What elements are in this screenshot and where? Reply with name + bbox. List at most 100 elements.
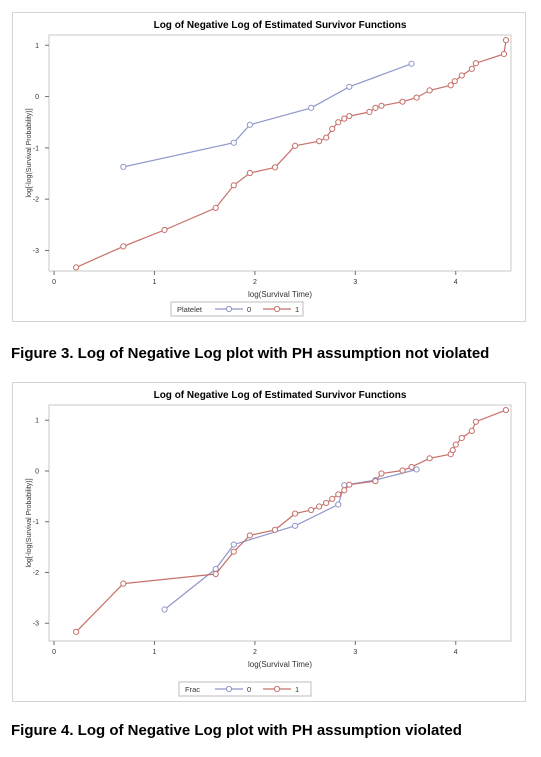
data-point	[366, 108, 373, 116]
data-point	[246, 121, 253, 128]
figure4-caption: Figure 4. Log of Negative Log plot with …	[11, 722, 462, 739]
data-point	[212, 204, 219, 211]
series-line-0	[123, 63, 412, 168]
data-point	[472, 418, 479, 425]
data-point	[212, 565, 219, 573]
y-tick-label: -3	[33, 621, 39, 628]
data-point	[120, 580, 127, 587]
data-point	[413, 466, 420, 473]
legend-marker-0	[225, 305, 233, 313]
data-point	[271, 526, 279, 533]
plot-frame	[48, 34, 512, 272]
data-point	[291, 510, 299, 517]
data-point	[472, 60, 479, 67]
data-point	[246, 169, 253, 177]
data-point	[212, 570, 219, 578]
legend-title: Platelet	[177, 305, 203, 314]
data-point	[329, 495, 336, 502]
legend-box	[178, 681, 312, 697]
data-point	[468, 427, 475, 434]
data-point	[426, 455, 433, 462]
data-point	[372, 104, 379, 111]
data-point	[346, 112, 353, 120]
legend-entry-1: 1	[295, 685, 299, 694]
y-tick-label: 0	[35, 94, 39, 101]
data-point	[120, 243, 127, 250]
chart-panel-figure4: Log of Negative Log of Estimated Survivo…	[12, 382, 526, 702]
x-tick-label: 0	[52, 279, 56, 286]
data-point	[341, 482, 348, 489]
y-tick-label: 1	[35, 43, 39, 50]
data-point	[341, 115, 348, 122]
data-point	[230, 541, 237, 548]
data-point	[452, 441, 459, 448]
y-tick-label: -2	[33, 197, 39, 204]
data-point	[408, 463, 415, 471]
data-point	[372, 478, 379, 485]
chart-title: Log of Negative Log of Estimated Survivo…	[154, 20, 407, 31]
data-point	[346, 83, 353, 90]
data-point	[341, 487, 348, 494]
data-point	[500, 50, 508, 58]
data-point	[502, 37, 510, 44]
data-point	[458, 72, 465, 79]
series-line-0	[164, 468, 417, 610]
x-tick-label: 4	[454, 649, 458, 656]
data-point	[408, 60, 415, 67]
x-tick-label: 0	[52, 649, 56, 656]
data-point	[73, 628, 80, 635]
data-point	[246, 532, 253, 539]
x-tick-label: 3	[353, 649, 357, 656]
legend-entry-1: 1	[295, 305, 299, 314]
data-point	[291, 522, 299, 529]
data-point	[399, 467, 406, 474]
data-point	[291, 142, 299, 149]
data-point	[329, 125, 336, 132]
data-point	[161, 606, 168, 613]
data-point	[230, 139, 237, 146]
x-tick-label: 3	[353, 279, 357, 286]
y-tick-label: -1	[33, 145, 39, 152]
data-point	[73, 264, 80, 271]
data-point	[458, 434, 465, 442]
data-point	[323, 134, 330, 141]
x-axis-label: log(Survival Time)	[248, 660, 312, 669]
data-point	[316, 138, 323, 145]
data-point	[120, 163, 127, 170]
x-tick-label: 1	[153, 649, 157, 656]
chart-figure3: Log of Negative Log of Estimated Survivo…	[26, 20, 512, 317]
data-point	[271, 164, 279, 171]
x-tick-label: 1	[153, 279, 157, 286]
plot-frame	[48, 404, 512, 642]
x-tick-label: 4	[454, 279, 458, 286]
data-point	[308, 506, 315, 514]
x-tick-label: 2	[253, 649, 257, 656]
data-point	[323, 499, 330, 507]
data-point	[413, 94, 420, 101]
data-point	[451, 78, 458, 85]
legend-marker-1	[273, 685, 281, 693]
y-tick-label: -3	[33, 248, 39, 255]
chart-figure4: Log of Negative Log of Estimated Survivo…	[26, 390, 512, 697]
data-point	[308, 104, 315, 111]
y-tick-label: -2	[33, 570, 39, 577]
data-point	[468, 65, 475, 72]
data-point	[399, 98, 406, 105]
legend-entry-0: 0	[247, 305, 251, 314]
data-point	[335, 491, 342, 498]
data-point	[378, 470, 385, 477]
x-axis-label: log(Survival Time)	[248, 290, 312, 299]
data-point	[447, 82, 454, 89]
data-point	[426, 87, 433, 94]
y-tick-label: -1	[33, 519, 39, 526]
figure3-caption: Figure 3. Log of Negative Log plot with …	[11, 345, 490, 362]
data-point	[449, 447, 456, 454]
y-tick-label: 1	[35, 418, 39, 425]
y-axis-label: log[-log(Survival Probability)]	[26, 478, 33, 567]
legend-entry-0: 0	[247, 685, 251, 694]
data-point	[230, 548, 237, 555]
data-point	[502, 406, 510, 414]
data-point	[161, 226, 168, 234]
data-point	[378, 102, 385, 109]
data-point	[335, 501, 342, 508]
